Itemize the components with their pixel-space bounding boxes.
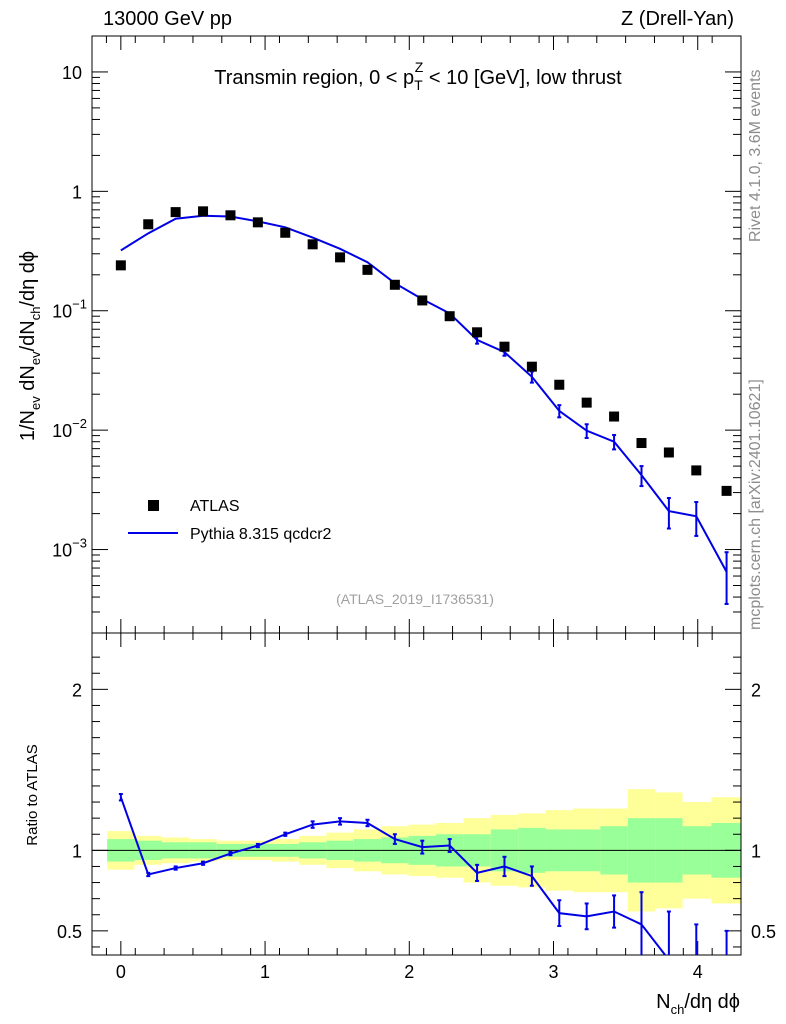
atlas-point — [691, 465, 702, 476]
header-right: Z (Drell-Yan) — [621, 8, 734, 30]
atlas-point — [307, 239, 318, 250]
atlas-point — [225, 210, 236, 221]
atlas-point — [609, 411, 620, 422]
legend: ATLAS Pythia 8.315 qcdcr2 — [128, 498, 332, 543]
atlas-point — [636, 438, 647, 449]
x-tick-label: 4 — [693, 962, 703, 982]
title-part-a: Transmin region, 0 < p — [214, 67, 414, 89]
y-tick-label: 1 — [72, 182, 82, 202]
mc-line — [120, 214, 728, 573]
y-tick-label: 10 — [62, 63, 82, 83]
title-sub: T — [414, 77, 423, 93]
x-tick-label: 2 — [404, 962, 414, 982]
ratio-tick-label: 0.5 — [57, 922, 82, 942]
y-tick-label: 10−3 — [52, 536, 87, 561]
atlas-point — [115, 260, 126, 271]
chart-text: Transmin region, 0 < pTZ < 10 [GeV], low… — [17, 59, 740, 1017]
analysis-label: (ATLAS_2019_I1736531) — [336, 591, 494, 607]
ratio-tick-label-right: 1 — [751, 841, 761, 861]
x-tick-label: 1 — [260, 962, 270, 982]
title-sup: Z — [415, 59, 424, 75]
ratio-tick-label-right: 0.5 — [751, 922, 776, 942]
x-tick-label: 0 — [116, 962, 126, 982]
x-axis-label: Nch/dη dϕ — [656, 991, 740, 1017]
y-tick-label: 10−2 — [52, 416, 87, 441]
atlas-point — [499, 341, 510, 352]
atlas-point — [389, 279, 400, 290]
ratio-bands — [92, 789, 741, 912]
atlas-point — [143, 219, 154, 230]
ratio-y-axis-label: Ratio to ATLAS — [24, 744, 41, 845]
data-marks — [115, 206, 732, 955]
x-tick-label: 3 — [549, 962, 559, 982]
atlas-point — [472, 327, 483, 338]
plot-title: Transmin region, 0 < pTZ < 10 [GeV], low… — [214, 59, 622, 93]
y-tick-label: 10−1 — [52, 297, 87, 322]
atlas-point — [170, 207, 181, 218]
ratio-tick-label: 2 — [72, 680, 82, 700]
ratio-tick-label: 1 — [72, 841, 82, 861]
atlas-point — [721, 485, 732, 496]
atlas-point — [362, 264, 373, 275]
main-frame — [91, 35, 742, 634]
legend-label-atlas: ATLAS — [190, 498, 240, 515]
atlas-point — [581, 397, 592, 408]
ratio-frame — [91, 632, 742, 956]
atlas-point — [444, 311, 455, 322]
atlas-point — [252, 217, 263, 228]
legend-marker-atlas — [148, 500, 159, 511]
ratio-marks — [118, 793, 729, 955]
title-part-b: < 10 [GeV], low thrust — [423, 67, 622, 89]
ratio-tick-label-right: 2 — [751, 680, 761, 700]
atlas-point — [663, 447, 674, 458]
y-axis-label: 1/Nev dNev/dNch/dη dϕ — [17, 251, 43, 441]
axes: 0 1 2 3 4 10 1 10−1 10−2 10−3 2 2 1 1 0.5 0.5 — [52, 35, 776, 982]
atlas-point — [198, 206, 209, 217]
atlas-point — [526, 361, 537, 372]
legend-label-pythia: Pythia 8.315 qcdcr2 — [190, 526, 332, 543]
atlas-point — [554, 379, 565, 390]
atlas-point — [335, 252, 346, 263]
atlas-point — [280, 227, 291, 238]
atlas-point — [417, 295, 428, 306]
header-left: 13000 GeV pp — [103, 8, 232, 30]
